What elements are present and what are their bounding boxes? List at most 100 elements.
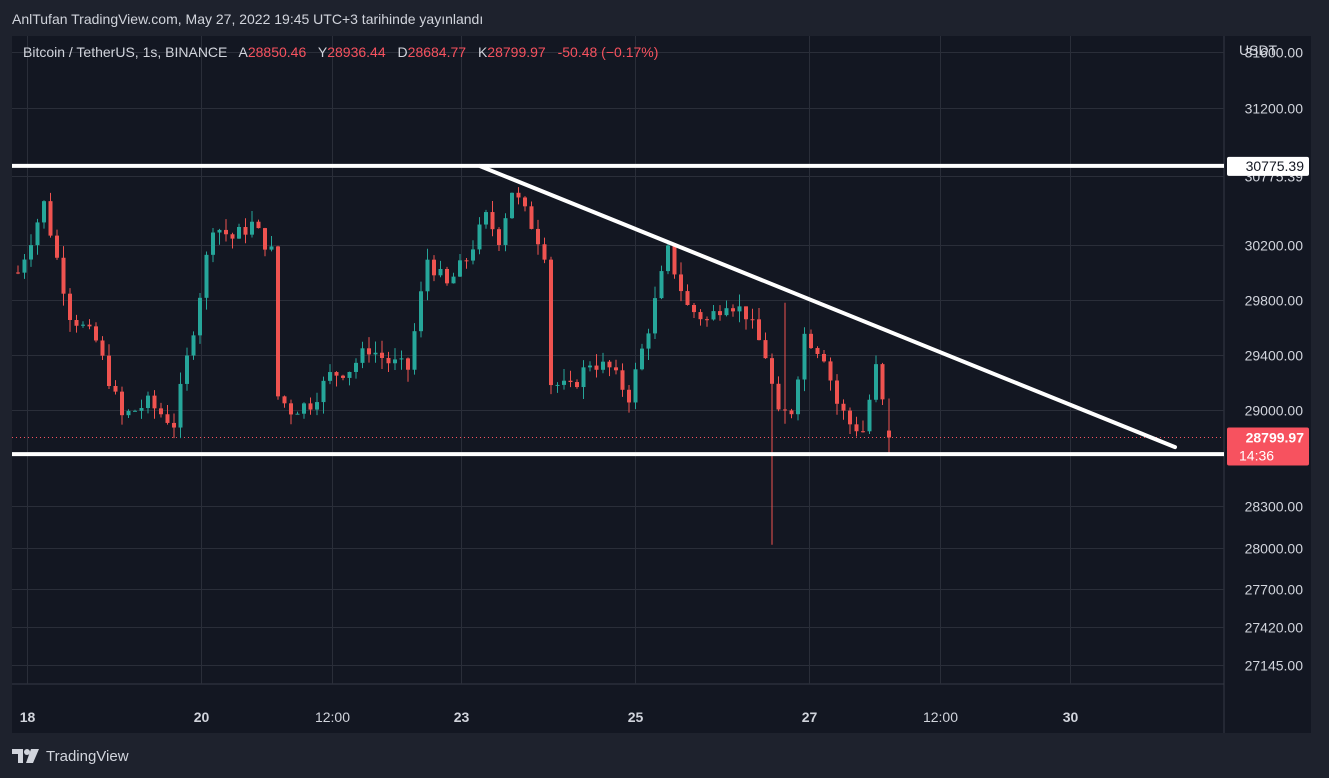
candle-body xyxy=(445,268,449,284)
candle-body xyxy=(87,324,92,327)
candle-body xyxy=(718,311,722,316)
symbol-name[interactable]: Bitcoin / TetherUS, 1s, BINANCE xyxy=(23,44,228,60)
candle-body xyxy=(29,245,33,260)
x-tick-label: 23 xyxy=(454,709,470,725)
chart-pane[interactable]: 31600.00 31200.00 30775.39 30200.00 29800.00… xyxy=(12,36,1311,733)
candle-body xyxy=(211,232,215,255)
symbol-legend: Bitcoin / TetherUS, 1s, BINANCE A28850.4… xyxy=(23,44,666,60)
candle-body xyxy=(575,382,579,388)
price-level-tag xyxy=(1227,156,1309,176)
x-tick-label: 12:00 xyxy=(315,709,350,725)
close-value: 28799.97 xyxy=(487,44,546,60)
publish-info: AnlTufan TradingView.com, May 27, 2022 1… xyxy=(12,11,484,27)
candle-body xyxy=(230,234,235,239)
candle-body xyxy=(198,297,202,336)
candle-body xyxy=(107,355,111,386)
currency-label: USDT xyxy=(1239,42,1278,58)
y-tick-label: 28000.00 xyxy=(1245,541,1304,557)
y-tick-label: 31200.00 xyxy=(1245,101,1304,117)
candle-body xyxy=(783,409,787,411)
candle-body xyxy=(471,249,475,261)
candle-body xyxy=(497,229,501,245)
x-tick-label: 30 xyxy=(1063,709,1079,725)
candle-body xyxy=(308,403,313,410)
candle-body xyxy=(302,403,306,414)
candle-body xyxy=(685,291,690,305)
candle-body xyxy=(679,274,683,292)
candle-body xyxy=(243,227,248,235)
candle-body xyxy=(620,370,625,390)
candle-body xyxy=(328,372,332,381)
candle-body xyxy=(354,362,358,372)
tradingview-footer[interactable]: TradingView xyxy=(12,746,129,766)
close-label: K xyxy=(477,44,488,60)
candle-body xyxy=(81,324,85,326)
candle-body xyxy=(386,357,391,364)
candle-body xyxy=(282,396,287,404)
candle-body xyxy=(770,358,774,384)
candle-body xyxy=(763,340,768,359)
candle-body xyxy=(451,276,456,284)
candle-body xyxy=(724,308,729,316)
candle-body xyxy=(35,222,40,246)
y-tick-label: 29000.00 xyxy=(1245,403,1304,419)
x-tick-label: 20 xyxy=(194,709,210,725)
candle-body xyxy=(542,244,547,260)
candle-body xyxy=(523,197,527,207)
candle-body xyxy=(191,335,196,356)
candle-body xyxy=(659,271,664,299)
candle-body xyxy=(74,320,79,326)
candle-body xyxy=(419,291,423,332)
y-tick-label: 28300.00 xyxy=(1245,499,1304,515)
candle-body xyxy=(321,380,326,403)
candle-body xyxy=(263,228,267,250)
candle-body xyxy=(373,352,378,355)
candle-body xyxy=(42,201,46,223)
candle-body xyxy=(165,414,170,423)
candle-body xyxy=(672,245,677,275)
candle-body xyxy=(425,259,430,292)
candle-body xyxy=(536,228,540,245)
candle-body xyxy=(412,331,417,370)
candle-body xyxy=(828,361,833,381)
high-value: 28936.44 xyxy=(327,44,386,60)
candle-body xyxy=(588,365,592,368)
candle-body xyxy=(276,246,280,397)
candle-body xyxy=(269,246,274,250)
candle-body xyxy=(711,311,716,320)
candle-body xyxy=(731,308,735,312)
x-tick-label: 12:00 xyxy=(923,709,958,725)
candle-body xyxy=(334,372,339,376)
price-chart[interactable]: 31600.00 31200.00 30775.39 30200.00 29800.00… xyxy=(12,36,1311,733)
candle-body xyxy=(757,319,761,341)
candle-body xyxy=(204,254,209,298)
y-tick-label: 31600.00 xyxy=(1245,45,1304,61)
candle-body xyxy=(464,260,469,262)
candle-body xyxy=(48,201,53,236)
change-value: -50.48 (−0.17%) xyxy=(557,44,659,60)
low-value: 28684.77 xyxy=(407,44,467,60)
tradingview-brand: TradingView xyxy=(46,747,129,765)
candle-body xyxy=(61,257,66,294)
candle-body xyxy=(458,260,462,277)
candle-body xyxy=(406,358,410,370)
candle-body xyxy=(341,375,345,378)
candle-body xyxy=(776,383,781,410)
candle-body xyxy=(224,229,228,235)
candle-body xyxy=(815,348,820,355)
candle-body xyxy=(289,403,293,415)
candle-body xyxy=(549,259,553,386)
candle-body xyxy=(490,212,495,230)
last-price-value: 28799.97 xyxy=(1246,430,1305,446)
candle-body xyxy=(120,391,124,416)
candle-body xyxy=(22,259,27,273)
candle-body xyxy=(178,383,183,428)
x-tick-label: 27 xyxy=(802,709,818,725)
low-label: D xyxy=(397,44,408,60)
y-tick-label: 27700.00 xyxy=(1245,582,1304,598)
candle-body xyxy=(347,371,352,378)
candle-body xyxy=(295,413,300,415)
candle-body xyxy=(438,268,443,276)
candle-body xyxy=(477,224,482,250)
candle-body xyxy=(94,326,98,341)
